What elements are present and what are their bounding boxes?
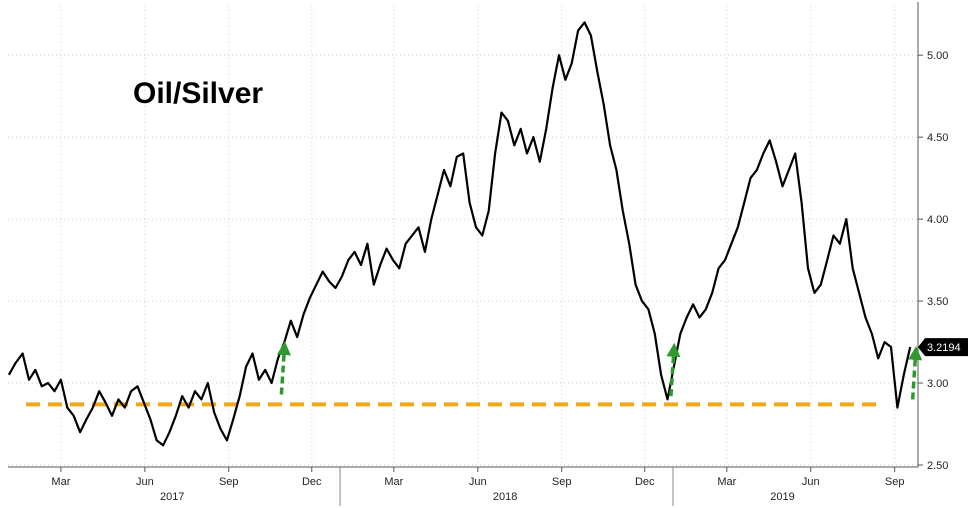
series-line [7,21,912,447]
x-tick-label: Sep [552,476,572,488]
green-arrow [908,345,923,400]
x-tick-label: Mar [384,476,403,488]
x-tick-label: Jun [136,476,154,488]
y-tick-label: 4.50 [927,132,948,144]
last-value-label: 3.2194 [927,342,961,354]
x-tick-label: Mar [717,476,736,488]
chart-grid [8,6,918,466]
year-label: 2018 [493,491,517,503]
chart-title: Oil/Silver [133,77,263,110]
y-tick-label: 2.50 [927,460,948,472]
y-tick-label: 4.00 [927,214,948,226]
x-tick-label: Sep [219,476,239,488]
green-arrow [276,341,291,395]
arrows-group [276,341,923,400]
x-axis: Mar Jun Sep Dec Mar Jun Sep Dec Mar Jun Sep 2017 201… [8,466,918,506]
last-value-group: 3.2194 [918,338,968,357]
x-tick-label: Dec [635,476,655,488]
series-group [7,21,912,447]
year-label: 2017 [160,491,184,503]
x-tick-label: Mar [51,476,70,488]
y-tick-label: 5.00 [927,50,948,62]
y-tick-label: 3.00 [927,378,948,390]
x-tick-label: Dec [302,476,322,488]
y-axis: 2.50 3.00 3.50 4.00 4.50 5.00 [917,2,948,472]
y-tick-label: 3.50 [927,296,948,308]
last-value-badge [918,338,968,357]
year-label: 2019 [770,491,794,503]
x-tick-label: Jun [469,476,487,488]
x-tick-label: Sep [885,476,905,488]
green-arrow [666,342,681,397]
x-tick-label: Jun [802,476,820,488]
